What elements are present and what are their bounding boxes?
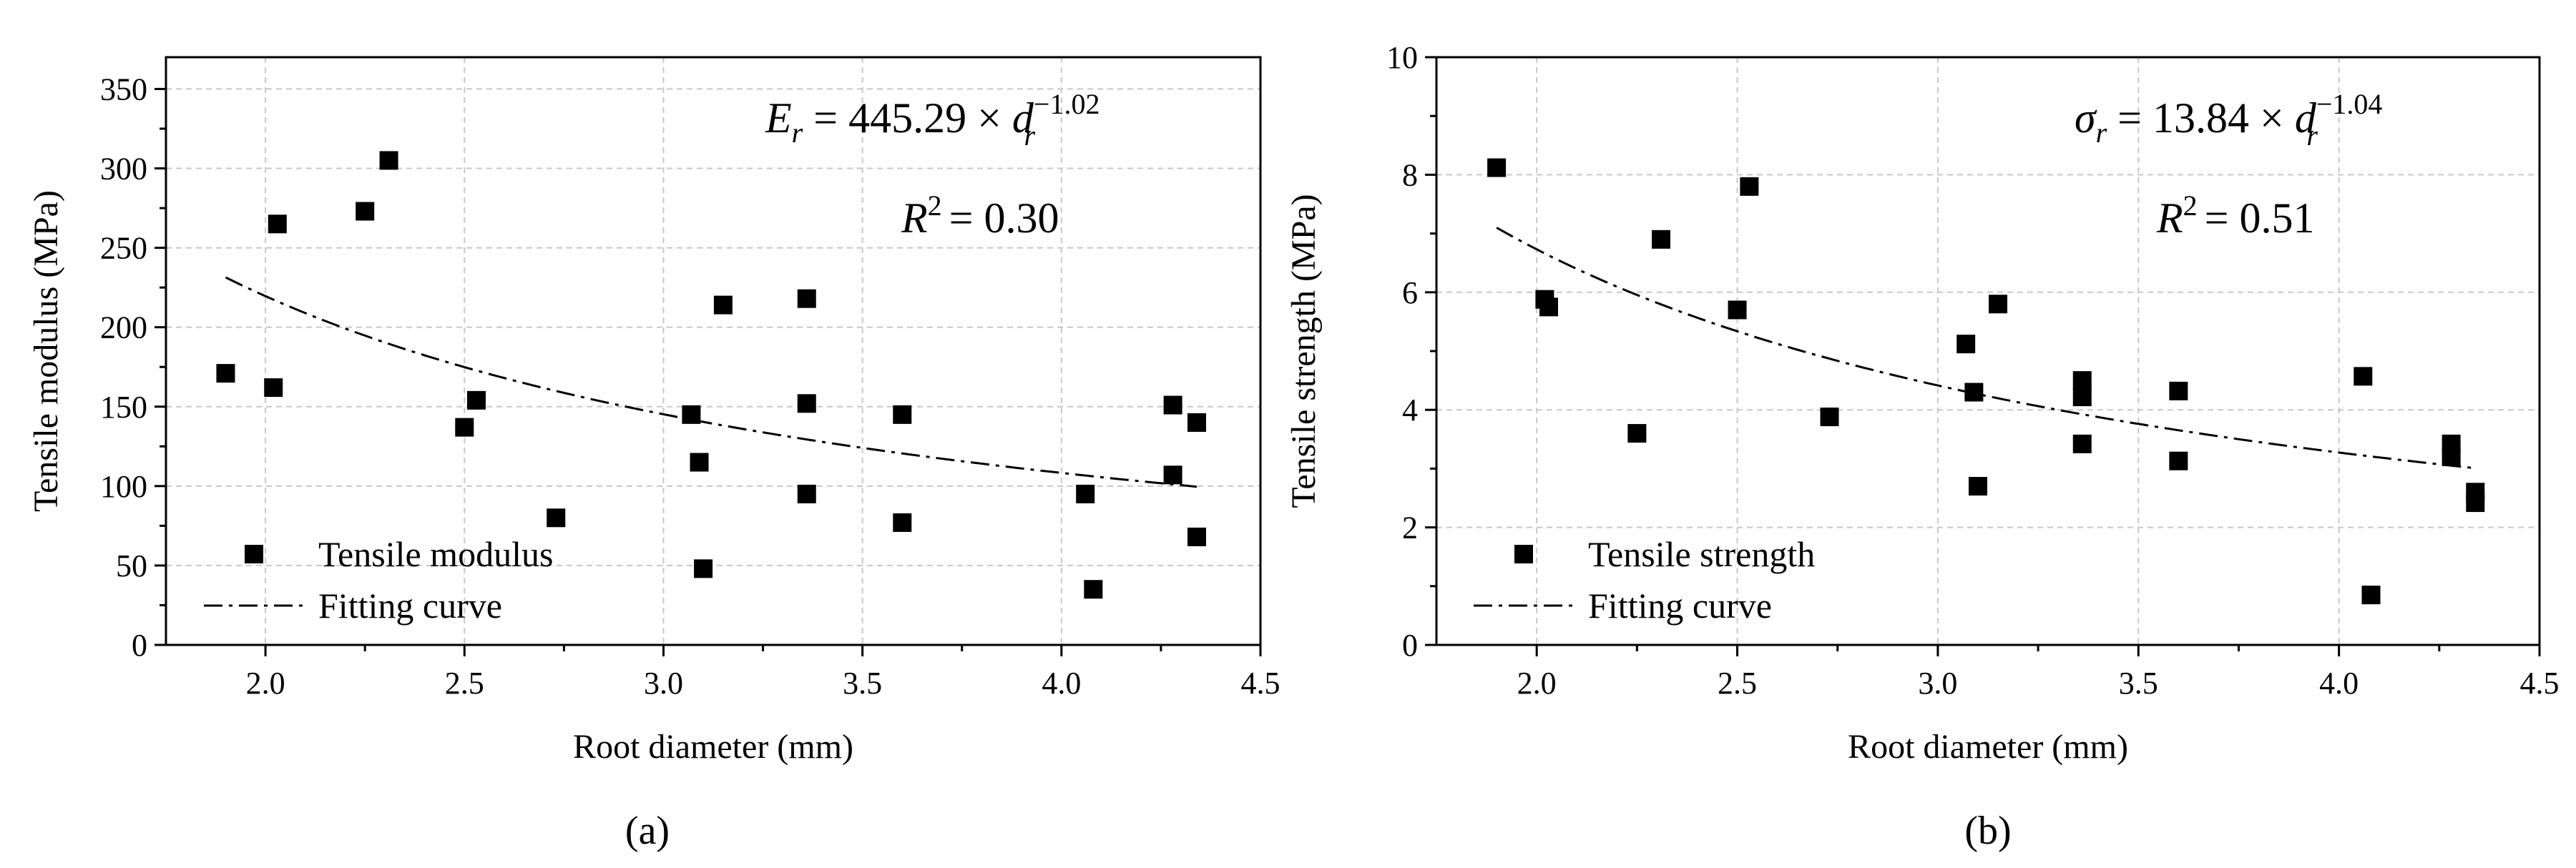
y-tick-label: 150: [100, 390, 147, 425]
legend-marker-icon: [1514, 545, 1533, 563]
r-squared: R2 = 0.51: [2156, 189, 2315, 242]
y-axis-title: Tensile strength (MPa): [1285, 194, 1323, 508]
legend: Tensile modulus Fitting curve: [204, 534, 553, 626]
data-point: [216, 364, 235, 383]
x-tick-label: 3.5: [2119, 666, 2158, 701]
data-point: [1163, 465, 1182, 485]
y-tick-label: 2: [1402, 511, 1418, 546]
x-tick-label: 4.0: [1042, 666, 1081, 701]
y-tick-label: 250: [100, 231, 147, 266]
data-point: [2361, 586, 2381, 605]
plot-frame: [165, 56, 1262, 646]
legend-label-scatter: Tensile strength: [1588, 534, 1815, 574]
y-tick-label: 0: [1402, 628, 1418, 663]
data-point: [2442, 447, 2461, 466]
data-point: [797, 289, 816, 308]
data-point: [682, 405, 701, 424]
data-point: [2072, 434, 2092, 453]
legend-label-scatter: Tensile modulus: [318, 534, 553, 574]
data-point: [264, 378, 283, 398]
panel-label: (a): [625, 809, 670, 853]
x-tick-label: 2.0: [1517, 666, 1557, 701]
y-tick-label: 350: [100, 71, 147, 107]
data-point: [1964, 383, 1984, 402]
data-point: [1968, 477, 1987, 496]
chart-panel-b: 2.0 2.5 3.0 3.5 4.0 4.5 0 2 4 6 8 10 Root diameter (…: [1285, 40, 2560, 853]
fit-equation: Er = 445.29 × d−1.02 r: [765, 88, 1100, 152]
y-tick-label: 300: [100, 152, 147, 187]
data-point: [893, 513, 912, 532]
data-point: [1989, 295, 2008, 314]
data-point: [1820, 408, 1839, 427]
x-tick-label: 3.0: [1918, 666, 1957, 701]
data-point: [2169, 451, 2188, 470]
panel-label: (b): [1964, 809, 2011, 853]
data-point: [797, 484, 816, 503]
x-tick-label: 3.5: [843, 666, 882, 701]
data-point: [2072, 371, 2092, 390]
x-tick-label: 4.5: [2520, 666, 2560, 701]
x-tick-label: 3.0: [644, 666, 683, 701]
data-point: [379, 151, 398, 170]
legend-marker-icon: [245, 545, 263, 563]
legend: Tensile strength Fitting curve: [1474, 534, 1815, 626]
data-point: [2169, 381, 2188, 400]
data-point: [1487, 158, 1507, 177]
x-tick-label: 2.5: [445, 666, 484, 701]
y-tick-label: 10: [1386, 40, 1418, 75]
x-tick-label: 2.0: [246, 666, 285, 701]
x-tick-label: 4.0: [2319, 666, 2359, 701]
data-point: [1187, 527, 1206, 546]
data-point: [1740, 177, 1759, 196]
r-squared: R2 = 0.30: [901, 189, 1059, 242]
x-axis-title: Root diameter (mm): [1848, 728, 2128, 766]
data-point: [1084, 580, 1103, 599]
fitting-curve-line: [225, 276, 1198, 488]
data-point: [466, 390, 486, 410]
y-tick-label: 6: [1402, 275, 1418, 310]
data-point: [1957, 335, 1976, 354]
data-point: [1627, 424, 1647, 443]
data-point: [268, 214, 287, 234]
legend-label-fit: Fitting curve: [1588, 586, 1772, 626]
data-point: [2072, 388, 2092, 407]
chart-panel-a: 2.0 2.5 3.0 3.5 4.0 4.5 0 50 100 150 200 250 300 350 R…: [27, 56, 1280, 853]
legend-label-fit: Fitting curve: [318, 586, 502, 626]
y-tick-label: 8: [1402, 157, 1418, 192]
data-point: [713, 295, 733, 315]
y-tick-label: 100: [100, 469, 147, 504]
data-point: [690, 453, 709, 472]
y-tick-label: 50: [116, 548, 147, 583]
data-point: [694, 559, 713, 578]
data-point: [1187, 413, 1206, 432]
data-point: [893, 405, 912, 424]
fitting-curve-line: [1496, 227, 2476, 470]
x-tick-label: 4.5: [1241, 666, 1280, 701]
y-axis-title: Tensile modulus (MPa): [27, 190, 65, 512]
data-point: [1163, 395, 1182, 415]
data-point: [1728, 300, 1747, 320]
y-tick-label: 0: [132, 628, 147, 663]
data-point: [1076, 484, 1095, 503]
data-point: [547, 508, 566, 528]
data-point: [455, 418, 474, 437]
data-point: [2466, 493, 2485, 513]
x-tick-label: 2.5: [1718, 666, 1757, 701]
data-point: [2354, 367, 2373, 386]
y-tick-label: 4: [1402, 393, 1418, 428]
y-tick-label: 200: [100, 310, 147, 345]
data-point: [1539, 297, 1559, 317]
x-axis-title: Root diameter (mm): [573, 728, 853, 766]
data-point: [356, 202, 375, 221]
data-point: [1652, 230, 1671, 249]
data-point: [797, 394, 816, 413]
fit-equation: σr = 13.84 × d−1.04 r: [2075, 88, 2382, 152]
